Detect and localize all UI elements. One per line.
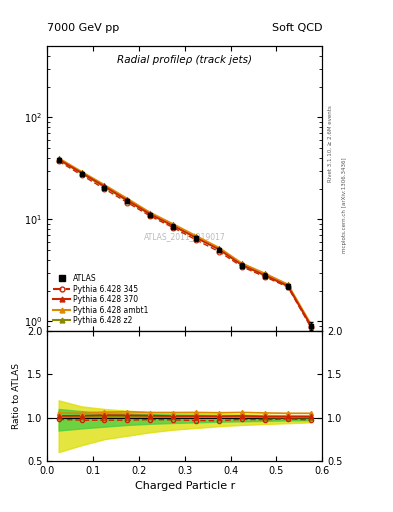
Text: mcplots.cern.ch [arXiv:1306.3436]: mcplots.cern.ch [arXiv:1306.3436] [342, 157, 347, 252]
Y-axis label: Ratio to ATLAS: Ratio to ATLAS [12, 363, 21, 429]
Legend: ATLAS, Pythia 6.428 345, Pythia 6.428 370, Pythia 6.428 ambt1, Pythia 6.428 z2: ATLAS, Pythia 6.428 345, Pythia 6.428 37… [51, 272, 151, 327]
Text: Rivet 3.1.10, ≥ 2.6M events: Rivet 3.1.10, ≥ 2.6M events [328, 105, 333, 182]
Text: Soft QCD: Soft QCD [272, 23, 322, 33]
Text: ATLAS_2011_I919017: ATLAS_2011_I919017 [144, 232, 226, 242]
Text: 7000 GeV pp: 7000 GeV pp [47, 23, 119, 33]
X-axis label: Charged Particle r: Charged Particle r [134, 481, 235, 491]
Text: Radial profileρ (track jets): Radial profileρ (track jets) [117, 55, 252, 65]
